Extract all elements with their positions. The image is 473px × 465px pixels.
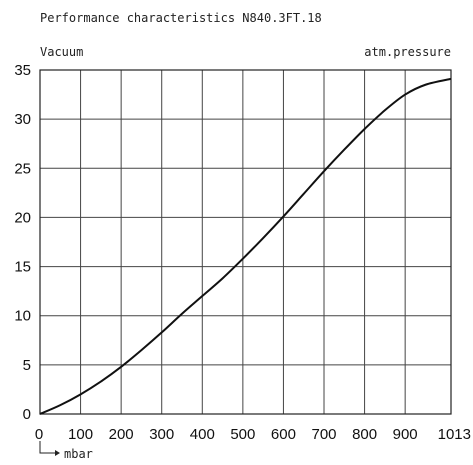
unit-arrow-head [55,450,60,456]
x-tick-label: 0 [35,426,43,443]
atm-pressure-label: atm.pressure [364,45,451,59]
y-tick-label: 5 [23,357,31,374]
y-tick-label: 30 [14,111,31,128]
performance-curve [39,77,452,415]
vacuum-label: Vacuum [40,45,83,59]
y-tick-label: 10 [14,308,31,325]
x-tick-label: 500 [230,426,255,443]
x-tick-label: 100 [68,426,93,443]
x-tick-label: 900 [393,426,418,443]
plot-area [39,77,452,415]
x-tick-label: 400 [190,426,215,443]
plot-frame [39,69,452,415]
chart-title: Performance characteristics N840.3FT.18 [40,11,322,25]
x-tick-label: 200 [109,426,134,443]
y-tick-label: 0 [23,406,31,423]
y-tick-label: 25 [14,160,31,177]
x-tick-label: 600 [271,426,296,443]
grid-lines [39,69,452,415]
x-tick-label: 300 [149,426,174,443]
y-tick-label: 35 [14,62,31,79]
x-tick-label: 1013 [438,426,471,443]
unit-arrow [39,441,55,454]
x-axis-unit-label: mbar [64,447,93,461]
x-tick-label: 700 [311,426,336,443]
y-tick-label: 15 [14,259,31,276]
tick-labels: 0 100 200 300 400 500 600 700 800 900 1013 0 5 10 15 20… [14,62,471,443]
x-tick-label: 800 [352,426,377,443]
y-tick-label: 20 [14,209,31,226]
